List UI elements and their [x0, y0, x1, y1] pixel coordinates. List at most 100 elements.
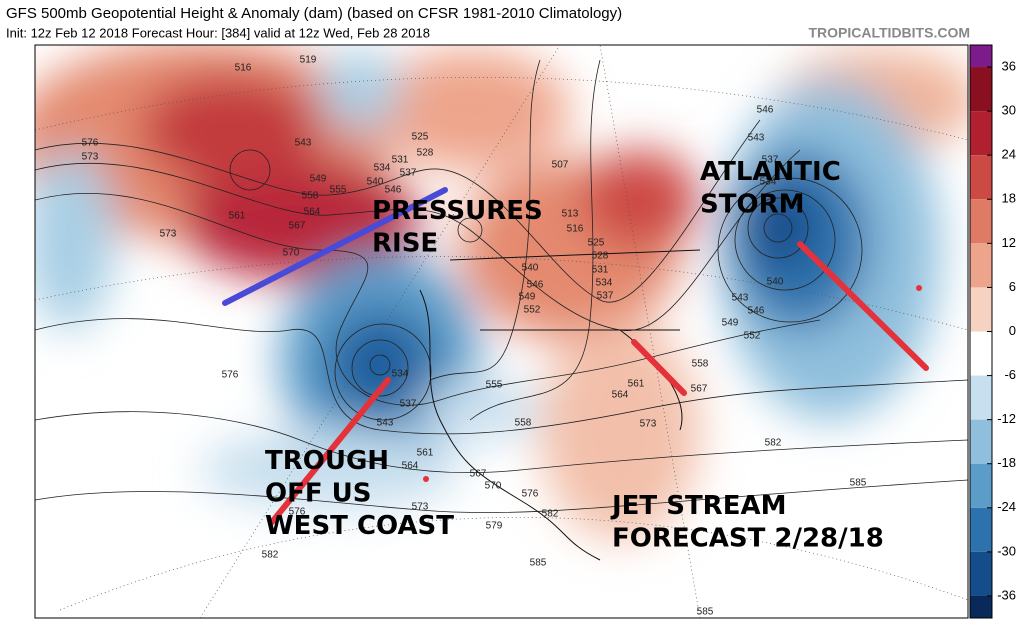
- contour-label: 561: [229, 211, 246, 222]
- contour-label: 534: [392, 369, 409, 380]
- contour-label: 513: [562, 209, 579, 220]
- contour-label: 558: [515, 418, 532, 429]
- contour-label: 525: [588, 238, 605, 249]
- contour-label: 516: [235, 63, 252, 74]
- contour-label: 537: [400, 399, 417, 410]
- contour-label: 552: [744, 331, 761, 342]
- colorbar-segment: [970, 155, 992, 200]
- contour-label: 543: [377, 418, 394, 429]
- colorbar-segment: [970, 419, 992, 464]
- colorbar-segment: [970, 507, 992, 552]
- contour-label: 582: [542, 509, 559, 520]
- colorbar-tick-label: 36: [1002, 58, 1016, 73]
- colorbar-tick-label: 6: [1009, 279, 1016, 294]
- colorbar-segment: [970, 67, 992, 112]
- contour-label: 546: [385, 185, 402, 196]
- colorbar-segment: [970, 243, 992, 288]
- contour-label: 537: [762, 155, 779, 166]
- contour-label: 525: [412, 132, 429, 143]
- colorbar-segment: [970, 375, 992, 420]
- contour-label: 576: [82, 138, 99, 149]
- contour-label: 546: [527, 280, 544, 291]
- colorbar-segment: [970, 45, 992, 68]
- colorbar-tick-label: 30: [1002, 103, 1016, 118]
- contour-label: 570: [283, 248, 300, 259]
- contour-label: 558: [692, 359, 709, 370]
- contour-label: 585: [697, 607, 714, 618]
- subtitle: Init: 12z Feb 12 2018 Forecast Hour: [38…: [6, 25, 430, 40]
- contour-label: 564: [612, 390, 629, 401]
- colorbar-segment: [970, 331, 992, 376]
- colorbar-tick-label: 0: [1009, 323, 1016, 338]
- contour-label: 549: [722, 318, 739, 329]
- contour-label: 537: [400, 168, 417, 179]
- colorbar-tick-label: -30: [997, 543, 1016, 558]
- contour-label: 582: [262, 550, 279, 561]
- colorbar-tick-label: -6: [1004, 367, 1016, 382]
- contour-label: 519: [300, 55, 317, 66]
- contour-label: 537: [597, 291, 614, 302]
- contour-label: 567: [691, 384, 708, 395]
- map-frame: [34, 44, 969, 619]
- annotation: PRESSURES RISE: [372, 196, 543, 259]
- colorbar-tick-label: -12: [997, 411, 1016, 426]
- contour-label: 567: [470, 469, 487, 480]
- contour-label: 543: [732, 293, 749, 304]
- colorbar-tick-label: 12: [1002, 235, 1016, 250]
- contour-label: 573: [412, 502, 429, 513]
- contour-label: 534: [596, 278, 613, 289]
- title: GFS 500mb Geopotential Height & Anomaly …: [6, 5, 622, 22]
- contour-label: 570: [485, 481, 502, 492]
- contour-label: 576: [289, 507, 306, 518]
- contour-label: 531: [392, 155, 409, 166]
- contour-label: 528: [417, 148, 434, 159]
- contour-label: 552: [524, 305, 541, 316]
- contour-label: 546: [757, 105, 774, 116]
- colorbar-segment: [970, 595, 992, 618]
- contour-label: 576: [522, 489, 539, 500]
- contour-label: 534: [374, 163, 391, 174]
- colorbar-tick-label: 24: [1002, 147, 1016, 162]
- contour-label: 567: [289, 221, 306, 232]
- colorbar-segment: [970, 551, 992, 596]
- contour-label: 507: [552, 160, 569, 171]
- contour-label: 546: [748, 306, 765, 317]
- contour-label: 573: [82, 152, 99, 163]
- contour-label: 573: [640, 419, 657, 430]
- contour-label: 543: [295, 138, 312, 149]
- annotation: JET STREAM FORECAST 2/28/18: [610, 491, 884, 554]
- source: TROPICALTIDBITS.COM: [808, 25, 970, 41]
- colorbar-segment: [970, 199, 992, 244]
- contour-label: 543: [748, 133, 765, 144]
- contour-label: 555: [330, 185, 347, 196]
- contour-label: 549: [310, 174, 327, 185]
- colorbar-tick-label: 18: [1002, 191, 1016, 206]
- contour-label: 561: [628, 379, 645, 390]
- contour-label: 555: [486, 380, 503, 391]
- contour-label: 540: [522, 263, 539, 274]
- contour-label: 561: [417, 448, 434, 459]
- colorbar-tick-label: -36: [997, 587, 1016, 602]
- annotation: ATLANTIC STORM: [700, 157, 841, 220]
- contour-label: 579: [486, 521, 503, 532]
- colorbar-segment: [970, 111, 992, 156]
- contour-label: 573: [160, 229, 177, 240]
- contour-label: 516: [567, 224, 584, 235]
- colorbar-segment: [970, 287, 992, 332]
- contour-label: 540: [367, 177, 384, 188]
- annotation: TROUGH OFF US WEST COAST: [265, 446, 454, 541]
- contour-label: 564: [402, 461, 419, 472]
- contour-label: 540: [767, 277, 784, 288]
- contour-label: 531: [592, 265, 609, 276]
- contour-label: 549: [519, 292, 536, 303]
- contour-label: 585: [530, 558, 547, 569]
- contour-label: 582: [765, 438, 782, 449]
- contour-label: 558: [302, 191, 319, 202]
- colorbar-segment: [970, 463, 992, 508]
- colorbar-tick-label: -18: [997, 455, 1016, 470]
- contour-label: 564: [304, 207, 321, 218]
- contour-label: 576: [222, 370, 239, 381]
- contour-label: 528: [592, 251, 609, 262]
